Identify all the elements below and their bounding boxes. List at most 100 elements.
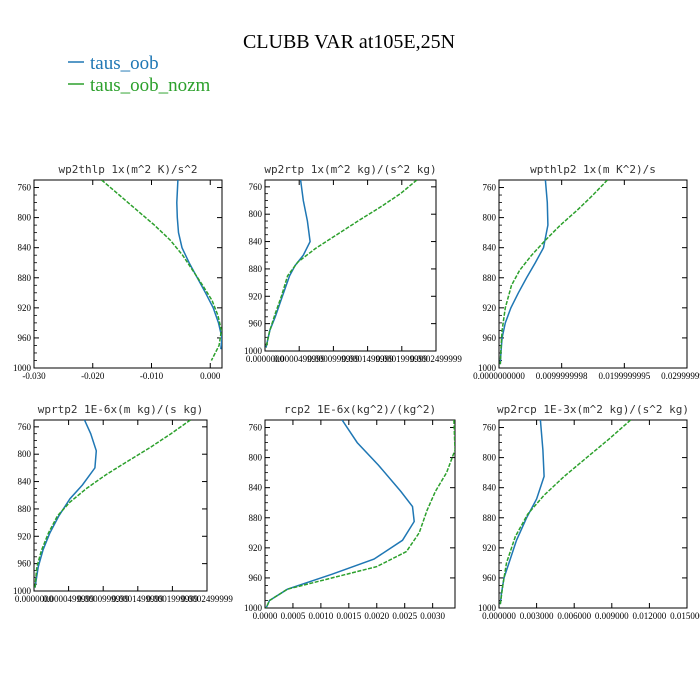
- x-tick-label: 0.0010: [309, 611, 334, 621]
- x-tick-label: 0.003000: [520, 611, 554, 621]
- panel-title: wpthlp2 1x(m K^2)/s: [530, 163, 656, 176]
- x-tick-label: 0.0002499999: [181, 594, 233, 604]
- y-tick-label: 840: [18, 477, 32, 487]
- y-tick-label: 920: [483, 543, 497, 553]
- panel-1: wp2thlp 1x(m^2 K)/s^2 760 800 840 880 920 960 1…: [13, 163, 223, 381]
- y-tick-label: 760: [18, 422, 32, 432]
- x-tick-label: 0.0099999998: [536, 371, 588, 381]
- series-line-taus-oob: [176, 180, 222, 350]
- y-tick-label: 800: [18, 449, 32, 459]
- y-tick-label: 1000: [13, 363, 32, 373]
- x-tick-label: 0.009000: [595, 611, 629, 621]
- panel-title: wp2rtp 1x(m^2 kg)/(s^2 kg): [264, 163, 436, 176]
- y-tick-label: 880: [483, 273, 497, 283]
- figure-title: CLUBB VAR at105E,25N: [243, 31, 455, 53]
- series-line-taus-oob-nozm: [34, 420, 191, 588]
- y-tick-label: 760: [483, 423, 497, 433]
- plot-frame: [498, 419, 688, 609]
- x-tick-label: -0.010: [140, 371, 164, 381]
- x-tick-label: 0.000: [200, 371, 221, 381]
- y-tick-label: 960: [18, 559, 32, 569]
- panel-title: wp2thlp 1x(m^2 K)/s^2: [58, 163, 197, 176]
- y-tick-label: 880: [249, 513, 263, 523]
- series-line-taus-oob-nozm: [499, 420, 632, 605]
- x-tick-label: 0.012000: [633, 611, 667, 621]
- series-line-taus-oob-nozm: [499, 180, 608, 365]
- y-tick-label: 760: [18, 183, 32, 193]
- x-tick-label: 0.000000: [482, 611, 516, 621]
- y-tick-label: 1000: [478, 603, 497, 613]
- y-tick-label: 840: [249, 483, 263, 493]
- y-tick-label: 880: [483, 513, 497, 523]
- x-tick-label: 0.0000499999: [273, 354, 325, 364]
- y-tick-label: 960: [18, 333, 32, 343]
- x-tick-label: 0.0299999993: [661, 371, 700, 381]
- series-line-taus-oob: [34, 420, 98, 588]
- y-tick-label: 880: [18, 273, 32, 283]
- y-tick-label: 1000: [13, 586, 32, 596]
- y-tick-label: 880: [18, 504, 32, 514]
- x-tick-label: 0.0002499999: [410, 354, 462, 364]
- plot-frame: [498, 179, 688, 369]
- y-tick-label: 760: [249, 182, 263, 192]
- y-tick-label: 800: [483, 453, 497, 463]
- x-tick-label: 0.006000: [557, 611, 591, 621]
- y-tick-label: 1000: [244, 603, 263, 613]
- y-tick-label: 920: [249, 543, 263, 553]
- legend: taus_oob taus_oob_nozm: [68, 53, 211, 96]
- y-tick-label: 800: [483, 213, 497, 223]
- y-tick-label: 760: [483, 183, 497, 193]
- y-tick-label: 1000: [478, 363, 497, 373]
- panel-6: wp2rcp 1E-3x(m^2 kg)/(s^2 kg)760 800 840 88…: [478, 403, 700, 621]
- panel-3: wpthlp2 1x(m K^2)/s 760 800 840 880 920 960 100…: [473, 163, 700, 381]
- plot-frame: [264, 179, 437, 352]
- x-tick-label: 0.0001999999: [147, 594, 199, 604]
- x-tick-label: 0.0015: [336, 611, 361, 621]
- y-tick-label: 840: [483, 243, 497, 253]
- panels: wp2thlp 1x(m^2 K)/s^2 760 800 840 880 920 960 1…: [13, 163, 700, 621]
- panel-2: wp2rtp 1x(m^2 kg)/(s^2 kg)760 800 840 880 92…: [244, 163, 462, 364]
- plot-frame: [33, 419, 208, 592]
- x-tick-label: 0.0025: [392, 611, 417, 621]
- y-tick-label: 1000: [244, 346, 263, 356]
- x-tick-label: 0.0030: [420, 611, 445, 621]
- x-tick-label: 0.0199999995: [598, 371, 650, 381]
- legend-label-taus-oob-nozm: taus_oob_nozm: [90, 75, 211, 96]
- plot-frame: [264, 419, 456, 609]
- y-tick-label: 960: [249, 319, 263, 329]
- panel-title: wp2rcp 1E-3x(m^2 kg)/(s^2 kg): [497, 403, 689, 416]
- legend-label-taus-oob: taus_oob: [90, 53, 159, 74]
- panel-title: rcp2 1E-6x(kg^2)/(kg^2): [284, 403, 436, 416]
- x-tick-label: 0.0005: [281, 611, 306, 621]
- y-tick-label: 840: [249, 237, 263, 247]
- x-tick-label: 0.0000999999: [77, 594, 129, 604]
- y-tick-label: 920: [483, 303, 497, 313]
- x-tick-label: 0.0000: [253, 611, 278, 621]
- y-tick-label: 960: [249, 573, 263, 583]
- panel-4: wprtp2 1E-6x(m kg)/(s kg) 760 800 840 880 920…: [13, 403, 233, 604]
- x-tick-label: 0.0001499999: [112, 594, 164, 604]
- series-line-taus-oob: [499, 420, 545, 605]
- y-tick-label: 840: [18, 243, 32, 253]
- x-tick-label: -0.030: [22, 371, 46, 381]
- series-line-taus-oob: [265, 420, 415, 608]
- y-tick-label: 800: [18, 213, 32, 223]
- x-tick-label: 0.0001499999: [342, 354, 394, 364]
- y-tick-label: 880: [249, 264, 263, 274]
- y-tick-label: 760: [249, 423, 263, 433]
- y-tick-label: 920: [18, 531, 32, 541]
- series-line-taus-oob-nozm: [265, 420, 455, 608]
- x-tick-label: 0.0020: [364, 611, 389, 621]
- panel-5: rcp2 1E-6x(kg^2)/(kg^2) 760 800 840 880 920 96…: [244, 403, 456, 621]
- series-line-taus-oob-nozm: [101, 180, 222, 361]
- y-tick-label: 920: [18, 303, 32, 313]
- panel-title: wprtp2 1E-6x(m kg)/(s kg): [38, 403, 204, 416]
- x-tick-label: 0.0000000000: [473, 371, 525, 381]
- x-tick-label: 0.0000999999: [308, 354, 360, 364]
- series-line-taus-oob: [499, 180, 549, 365]
- x-tick-label: 0.0000000: [246, 354, 285, 364]
- x-tick-label: 0.0000499999: [43, 594, 95, 604]
- plot-frame: [33, 179, 223, 369]
- y-tick-label: 800: [249, 453, 263, 463]
